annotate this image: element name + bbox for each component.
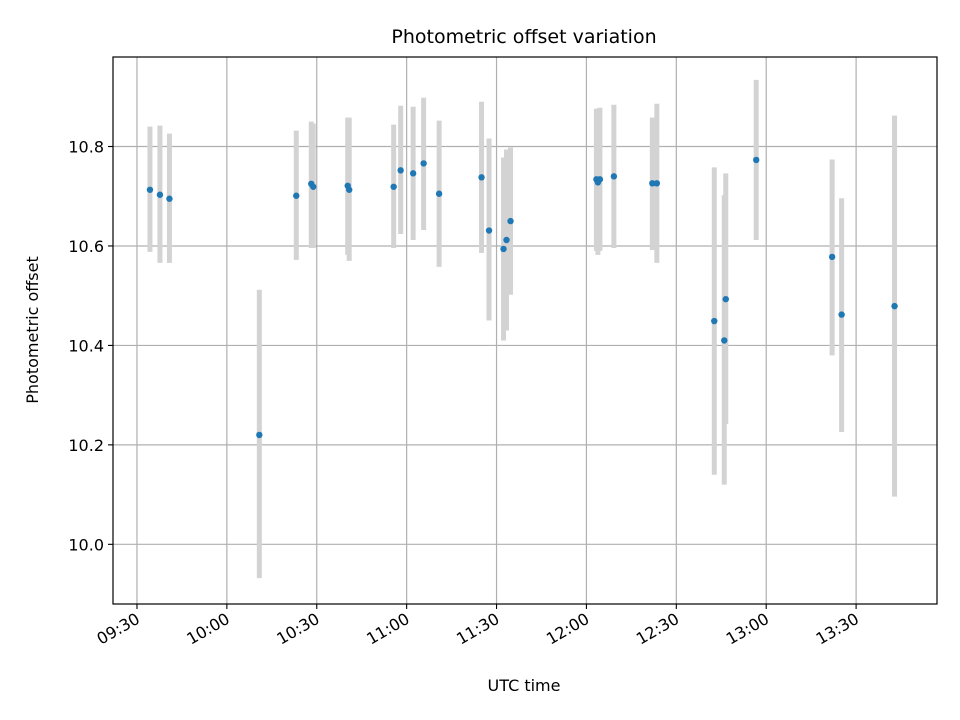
data-point [146, 186, 154, 193]
data-point [390, 183, 397, 190]
data-point [838, 311, 845, 318]
data-point [828, 253, 836, 261]
y-tick-label: 10.8 [68, 138, 104, 157]
data-point [500, 245, 507, 253]
data-point [293, 192, 300, 199]
data-point [649, 180, 656, 187]
data-point [256, 431, 263, 439]
data-point [310, 183, 317, 190]
data-point [891, 302, 898, 310]
data-point [596, 176, 604, 183]
data-point [503, 236, 510, 244]
data-point [420, 160, 427, 167]
data-point [409, 170, 417, 177]
data-point [753, 156, 760, 164]
data-point [711, 317, 718, 325]
data-point [346, 186, 353, 193]
data-point [507, 217, 514, 225]
chart-title: Photometric offset variation [391, 26, 656, 48]
data-point [397, 167, 404, 174]
data-point [485, 227, 493, 234]
x-axis-label: UTC time [488, 676, 561, 695]
data-point [156, 191, 164, 198]
data-point [166, 195, 173, 202]
data-point [435, 190, 443, 197]
plot-frame [112, 56, 938, 605]
y-axis-label: Photometric offset [23, 256, 42, 404]
y-tick-label: 10.6 [68, 237, 104, 256]
data-point [721, 337, 728, 344]
data-point [722, 295, 729, 303]
y-tick-label: 10.0 [68, 535, 104, 554]
data-point [610, 173, 618, 180]
y-tick-label: 10.2 [68, 436, 104, 455]
data-point [653, 180, 661, 187]
grid-layer [113, 57, 937, 604]
y-tick-label: 10.4 [68, 336, 104, 355]
point-layer [146, 156, 898, 439]
data-point [478, 174, 485, 181]
